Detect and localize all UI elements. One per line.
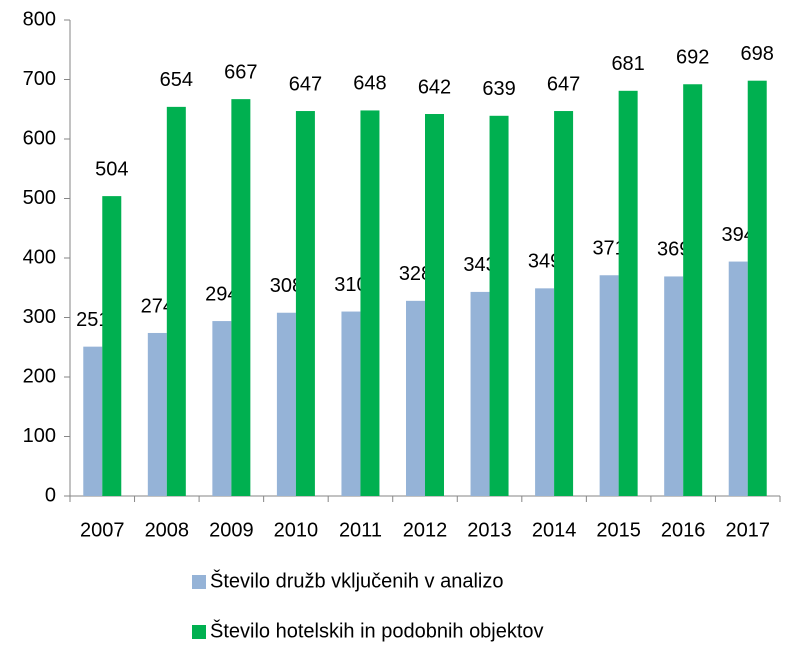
x-tick-label: 2009 xyxy=(209,519,254,541)
bar xyxy=(747,80,767,496)
bar xyxy=(664,276,684,496)
y-tick-label: 200 xyxy=(23,365,56,387)
data-label: 369 xyxy=(657,239,690,261)
data-label: 642 xyxy=(418,76,451,98)
bar xyxy=(470,291,490,496)
y-tick-label: 700 xyxy=(23,68,56,90)
x-tick-label: 2010 xyxy=(274,519,319,541)
data-label: 394 xyxy=(722,224,755,246)
bar xyxy=(295,111,315,496)
x-tick-label: 2008 xyxy=(145,519,190,541)
bar xyxy=(231,99,251,496)
x-tick-label: 2007 xyxy=(80,519,125,541)
bar xyxy=(212,321,232,496)
data-label: 654 xyxy=(160,69,193,91)
data-label: 639 xyxy=(482,78,515,100)
y-tick-label: 400 xyxy=(23,246,56,268)
data-label: 648 xyxy=(353,73,386,95)
data-label: 274 xyxy=(141,295,174,317)
data-label: 343 xyxy=(463,254,496,276)
bar xyxy=(360,110,380,496)
data-label: 698 xyxy=(741,43,774,65)
y-tick-label: 800 xyxy=(23,8,56,30)
bar xyxy=(83,346,103,496)
legend-label: Število hotelskih in podobnih objektov xyxy=(210,619,544,642)
data-label: 692 xyxy=(676,47,709,69)
x-tick-label: 2011 xyxy=(339,519,382,541)
data-label: 308 xyxy=(270,275,303,297)
x-tick-label: 2015 xyxy=(596,519,641,541)
x-tick-label: 2016 xyxy=(661,519,706,541)
bar xyxy=(341,311,361,496)
legend-swatch xyxy=(192,625,206,639)
bar xyxy=(489,115,509,497)
bar xyxy=(599,275,619,496)
data-label: 294 xyxy=(205,283,238,305)
data-label: 504 xyxy=(95,158,128,180)
data-label: 349 xyxy=(528,251,561,273)
data-label: 667 xyxy=(224,61,257,83)
data-label: 251 xyxy=(76,309,109,331)
y-tick-label: 100 xyxy=(23,425,56,447)
bar xyxy=(166,106,186,497)
data-label: 647 xyxy=(547,73,580,95)
bar xyxy=(535,288,555,496)
y-tick-label: 600 xyxy=(23,127,56,149)
x-tick-label: 2014 xyxy=(532,519,577,541)
bar xyxy=(683,84,703,496)
data-label: 371 xyxy=(592,238,625,260)
bar xyxy=(147,332,167,496)
data-label: 681 xyxy=(611,53,644,75)
bar xyxy=(728,261,748,496)
data-label: 328 xyxy=(399,263,432,285)
y-tick-label: 0 xyxy=(45,484,56,506)
bar xyxy=(554,111,574,496)
x-tick-label: 2013 xyxy=(467,519,512,541)
bar xyxy=(425,114,444,496)
data-label: 310 xyxy=(334,274,367,296)
bar xyxy=(406,300,425,496)
bar xyxy=(618,90,638,497)
x-tick-label: 2017 xyxy=(725,519,770,541)
bar xyxy=(276,312,296,496)
bar xyxy=(102,196,122,496)
legend-swatch xyxy=(192,575,206,589)
data-label: 647 xyxy=(289,73,322,95)
y-tick-label: 500 xyxy=(23,187,56,209)
legend-label: Število družb vključenih v analizo xyxy=(210,569,504,592)
x-tick-label: 2012 xyxy=(403,519,448,541)
y-tick-label: 300 xyxy=(23,306,56,328)
